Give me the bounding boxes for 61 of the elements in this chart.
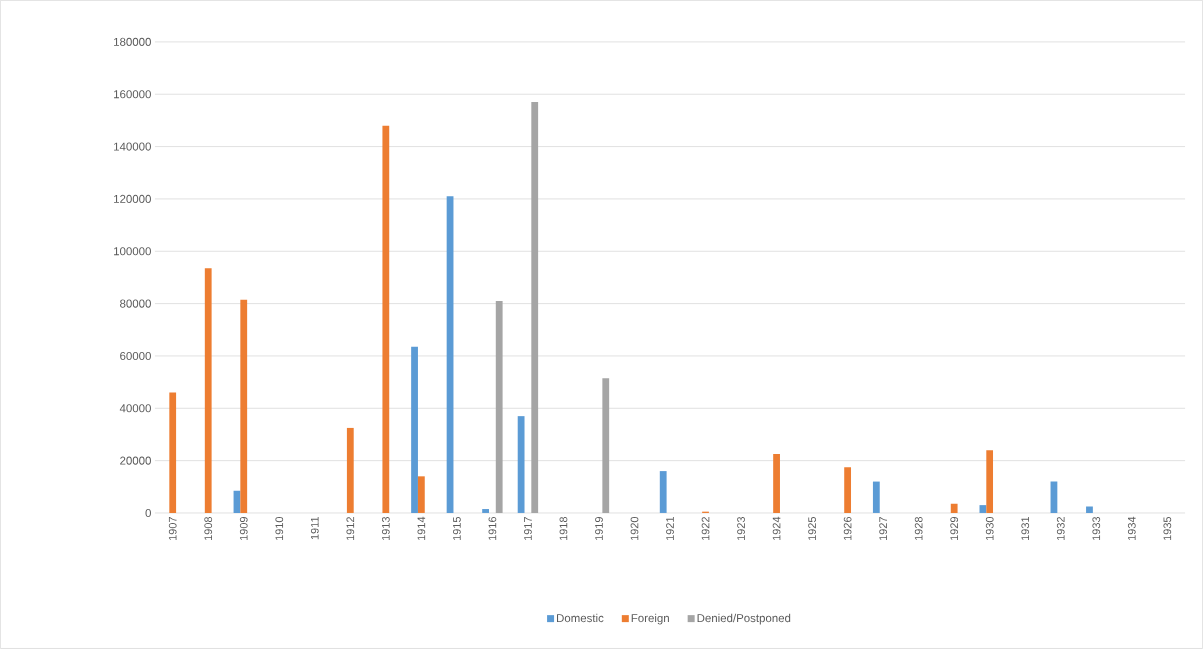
y-tick-label: 100000	[114, 247, 151, 256]
x-tick-label: 1927	[879, 517, 888, 541]
y-tick-label: 20000	[120, 456, 151, 465]
x-tick-label: 1921	[666, 517, 674, 541]
x-tick-label: 1924	[772, 516, 781, 541]
x-tick-label: 1909	[239, 517, 248, 541]
x-tick-label: 1918	[559, 517, 568, 541]
x-tick-label: 1917	[524, 517, 532, 541]
bar	[411, 346, 418, 514]
legend-label: Domestic	[557, 613, 604, 623]
x-tick-label: 1925	[808, 517, 816, 541]
bar	[979, 505, 987, 514]
x-tick-label: 1931	[1021, 517, 1030, 541]
bar	[531, 102, 539, 514]
bar	[495, 301, 503, 514]
bar	[482, 509, 489, 514]
bar	[240, 299, 248, 514]
y-tick-label: 180000	[114, 37, 151, 46]
y-tick-label: 60000	[120, 351, 151, 361]
bar	[204, 268, 212, 514]
x-tick-label: 1932	[1056, 517, 1065, 541]
x-tick-label: 1935	[1163, 517, 1172, 541]
bar	[950, 503, 958, 514]
y-tick-label: 80000	[120, 299, 151, 308]
bar	[346, 427, 354, 514]
x-tick-label: 1928	[914, 517, 923, 541]
x-tick-label: 1913	[381, 517, 390, 541]
x-tick-label: 1926	[843, 517, 852, 541]
x-tick-label: 1907	[168, 517, 177, 541]
x-tick-label: 1916	[488, 517, 497, 541]
bar	[417, 476, 425, 514]
x-tick-label: 1929	[950, 517, 959, 541]
bar	[659, 471, 667, 514]
bar	[382, 125, 390, 514]
x-tick-label: 1912	[346, 517, 355, 541]
x-tick-label: 1923	[737, 517, 745, 541]
x-tick-label: 1934	[1127, 516, 1136, 541]
legend-label: Denied/Postponed	[697, 613, 791, 625]
x-tick-label: 1933	[1092, 517, 1101, 541]
bar	[773, 454, 780, 514]
x-tick-label: 1914	[417, 516, 426, 541]
x-tick-label: 1908	[204, 517, 213, 541]
x-tick-label: 1910	[275, 516, 284, 541]
y-tick-label: 160000	[114, 90, 151, 99]
x-tick-label: 1915	[453, 517, 461, 541]
y-tick-label: 120000	[114, 194, 151, 204]
bar	[602, 378, 610, 514]
bar	[517, 416, 525, 514]
bar	[986, 450, 994, 514]
legend-label: Foreign	[631, 613, 669, 625]
y-tick-label: 40000	[119, 404, 151, 413]
x-tick-label: 1911	[310, 517, 319, 540]
y-tick-label: 0	[145, 508, 151, 518]
x-tick-label: 1919	[595, 517, 603, 541]
y-tick-label: 140000	[114, 142, 151, 151]
bar	[1086, 506, 1093, 514]
bar	[844, 467, 852, 514]
x-tick-label: 1920	[630, 516, 639, 541]
bar	[872, 481, 880, 514]
x-tick-label: 1922	[701, 517, 710, 541]
x-tick-label: 1930	[985, 516, 994, 541]
